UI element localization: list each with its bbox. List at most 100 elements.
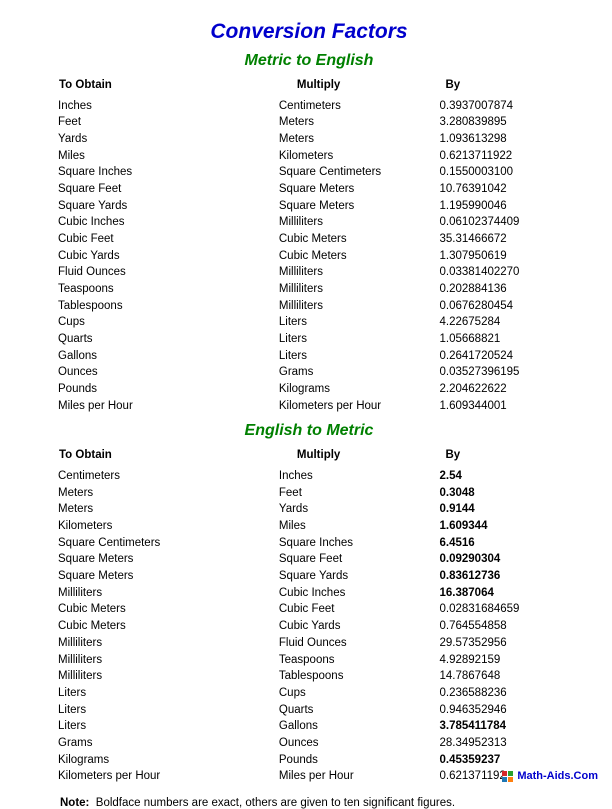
cell-by: 0.0676280454 xyxy=(440,298,561,315)
cell-multiply: Kilograms xyxy=(279,381,440,398)
cell-multiply: Yards xyxy=(279,501,440,518)
table-row: Cubic FeetCubic Meters35.31466672 xyxy=(58,231,560,248)
cell-multiply: Square Yards xyxy=(279,568,440,585)
cell-obtain: Meters xyxy=(58,501,279,518)
table-row: LitersGallons3.785411784 xyxy=(58,718,560,735)
cell-multiply: Ounces xyxy=(279,735,440,752)
cell-obtain: Cubic Feet xyxy=(58,231,279,248)
table-row: Miles per HourKilometers per Hour1.60934… xyxy=(58,398,560,415)
cell-obtain: Cubic Meters xyxy=(58,601,279,618)
cell-multiply: Quarts xyxy=(279,702,440,719)
cell-multiply: Cubic Meters xyxy=(279,248,440,265)
table-row: Cubic MetersCubic Feet0.02831684659 xyxy=(58,601,560,618)
cell-by: 0.202884136 xyxy=(440,281,561,298)
cell-by: 0.06102374409 xyxy=(440,214,561,231)
cell-obtain: Teaspoons xyxy=(58,281,279,298)
cell-obtain: Fluid Ounces xyxy=(58,264,279,281)
cell-multiply: Fluid Ounces xyxy=(279,635,440,652)
cell-by: 0.83612736 xyxy=(440,568,561,585)
table-row: CupsLiters4.22675284 xyxy=(58,314,560,331)
column-header: By xyxy=(440,76,561,98)
table-row: Cubic MetersCubic Yards0.764554858 xyxy=(58,618,560,635)
table-row: Square CentimetersSquare Inches6.4516 xyxy=(58,535,560,552)
conversion-table: To ObtainMultiplyByCentimetersInches2.54… xyxy=(58,446,560,784)
cell-by: 6.4516 xyxy=(440,535,561,552)
cell-by: 0.3048 xyxy=(440,485,561,502)
table-row: TeaspoonsMilliliters0.202884136 xyxy=(58,281,560,298)
cell-multiply: Square Meters xyxy=(279,198,440,215)
cell-multiply: Square Inches xyxy=(279,535,440,552)
cell-multiply: Miles per Hour xyxy=(279,768,440,785)
cell-multiply: Centimeters xyxy=(279,98,440,115)
cell-by: 2.204622622 xyxy=(440,381,561,398)
cell-obtain: Centimeters xyxy=(58,468,279,485)
table-row: Square YardsSquare Meters1.195990046 xyxy=(58,198,560,215)
cell-obtain: Square Feet xyxy=(58,181,279,198)
cell-by: 0.3937007874 xyxy=(440,98,561,115)
cell-multiply: Teaspoons xyxy=(279,652,440,669)
cell-by: 1.307950619 xyxy=(440,248,561,265)
table-row: Square MetersSquare Yards0.83612736 xyxy=(58,568,560,585)
cell-by: 29.57352956 xyxy=(440,635,561,652)
cell-multiply: Cubic Meters xyxy=(279,231,440,248)
cell-by: 1.609344001 xyxy=(440,398,561,415)
cell-by: 3.280839895 xyxy=(440,114,561,131)
footer-text: Math-Aids.Com xyxy=(517,770,598,782)
cell-obtain: Square Centimeters xyxy=(58,535,279,552)
cell-obtain: Ounces xyxy=(58,364,279,381)
cell-by: 0.03381402270 xyxy=(440,264,561,281)
cell-multiply: Cups xyxy=(279,685,440,702)
cell-obtain: Milliliters xyxy=(58,635,279,652)
cell-by: 35.31466672 xyxy=(440,231,561,248)
logo-icon xyxy=(501,770,513,782)
cell-by: 16.387064 xyxy=(440,585,561,602)
note-text: Boldface numbers are exact, others are g… xyxy=(96,797,455,809)
cell-by: 0.45359237 xyxy=(440,752,561,769)
cell-obtain: Milliliters xyxy=(58,652,279,669)
table-row: CentimetersInches2.54 xyxy=(58,468,560,485)
table-row: MillilitersTeaspoons4.92892159 xyxy=(58,652,560,669)
cell-obtain: Kilometers per Hour xyxy=(58,768,279,785)
table-row: Square MetersSquare Feet0.09290304 xyxy=(58,551,560,568)
cell-by: 0.9144 xyxy=(440,501,561,518)
table-row: FeetMeters3.280839895 xyxy=(58,114,560,131)
column-header: Multiply xyxy=(279,446,440,468)
table-row: KilogramsPounds0.45359237 xyxy=(58,752,560,769)
cell-obtain: Tablespoons xyxy=(58,298,279,315)
cell-obtain: Yards xyxy=(58,131,279,148)
page-title: Conversion Factors xyxy=(58,20,560,44)
cell-by: 28.34952313 xyxy=(440,735,561,752)
column-header: To Obtain xyxy=(58,76,279,98)
table-row: Fluid OuncesMilliliters0.03381402270 xyxy=(58,264,560,281)
cell-multiply: Liters xyxy=(279,348,440,365)
cell-multiply: Square Centimeters xyxy=(279,164,440,181)
table-row: Cubic YardsCubic Meters1.307950619 xyxy=(58,248,560,265)
cell-by: 4.22675284 xyxy=(440,314,561,331)
cell-by: 10.76391042 xyxy=(440,181,561,198)
cell-by: 1.609344 xyxy=(440,518,561,535)
cell-by: 3.785411784 xyxy=(440,718,561,735)
cell-obtain: Square Yards xyxy=(58,198,279,215)
cell-multiply: Milliliters xyxy=(279,214,440,231)
table-row: InchesCentimeters0.3937007874 xyxy=(58,98,560,115)
cell-obtain: Feet xyxy=(58,114,279,131)
cell-obtain: Miles xyxy=(58,148,279,165)
cell-multiply: Liters xyxy=(279,314,440,331)
table-row: KilometersMiles1.609344 xyxy=(58,518,560,535)
note: Note: Boldface numbers are exact, others… xyxy=(58,797,560,809)
cell-obtain: Gallons xyxy=(58,348,279,365)
cell-obtain: Milliliters xyxy=(58,585,279,602)
cell-obtain: Quarts xyxy=(58,331,279,348)
cell-multiply: Feet xyxy=(279,485,440,502)
table-row: LitersQuarts0.946352946 xyxy=(58,702,560,719)
table-row: QuartsLiters1.05668821 xyxy=(58,331,560,348)
cell-by: 0.2641720524 xyxy=(440,348,561,365)
table-row: GramsOunces28.34952313 xyxy=(58,735,560,752)
cell-multiply: Pounds xyxy=(279,752,440,769)
cell-multiply: Square Meters xyxy=(279,181,440,198)
cell-multiply: Tablespoons xyxy=(279,668,440,685)
cell-obtain: Milliliters xyxy=(58,668,279,685)
table-row: GallonsLiters0.2641720524 xyxy=(58,348,560,365)
cell-by: 0.09290304 xyxy=(440,551,561,568)
section-heading: Metric to English xyxy=(58,52,560,70)
